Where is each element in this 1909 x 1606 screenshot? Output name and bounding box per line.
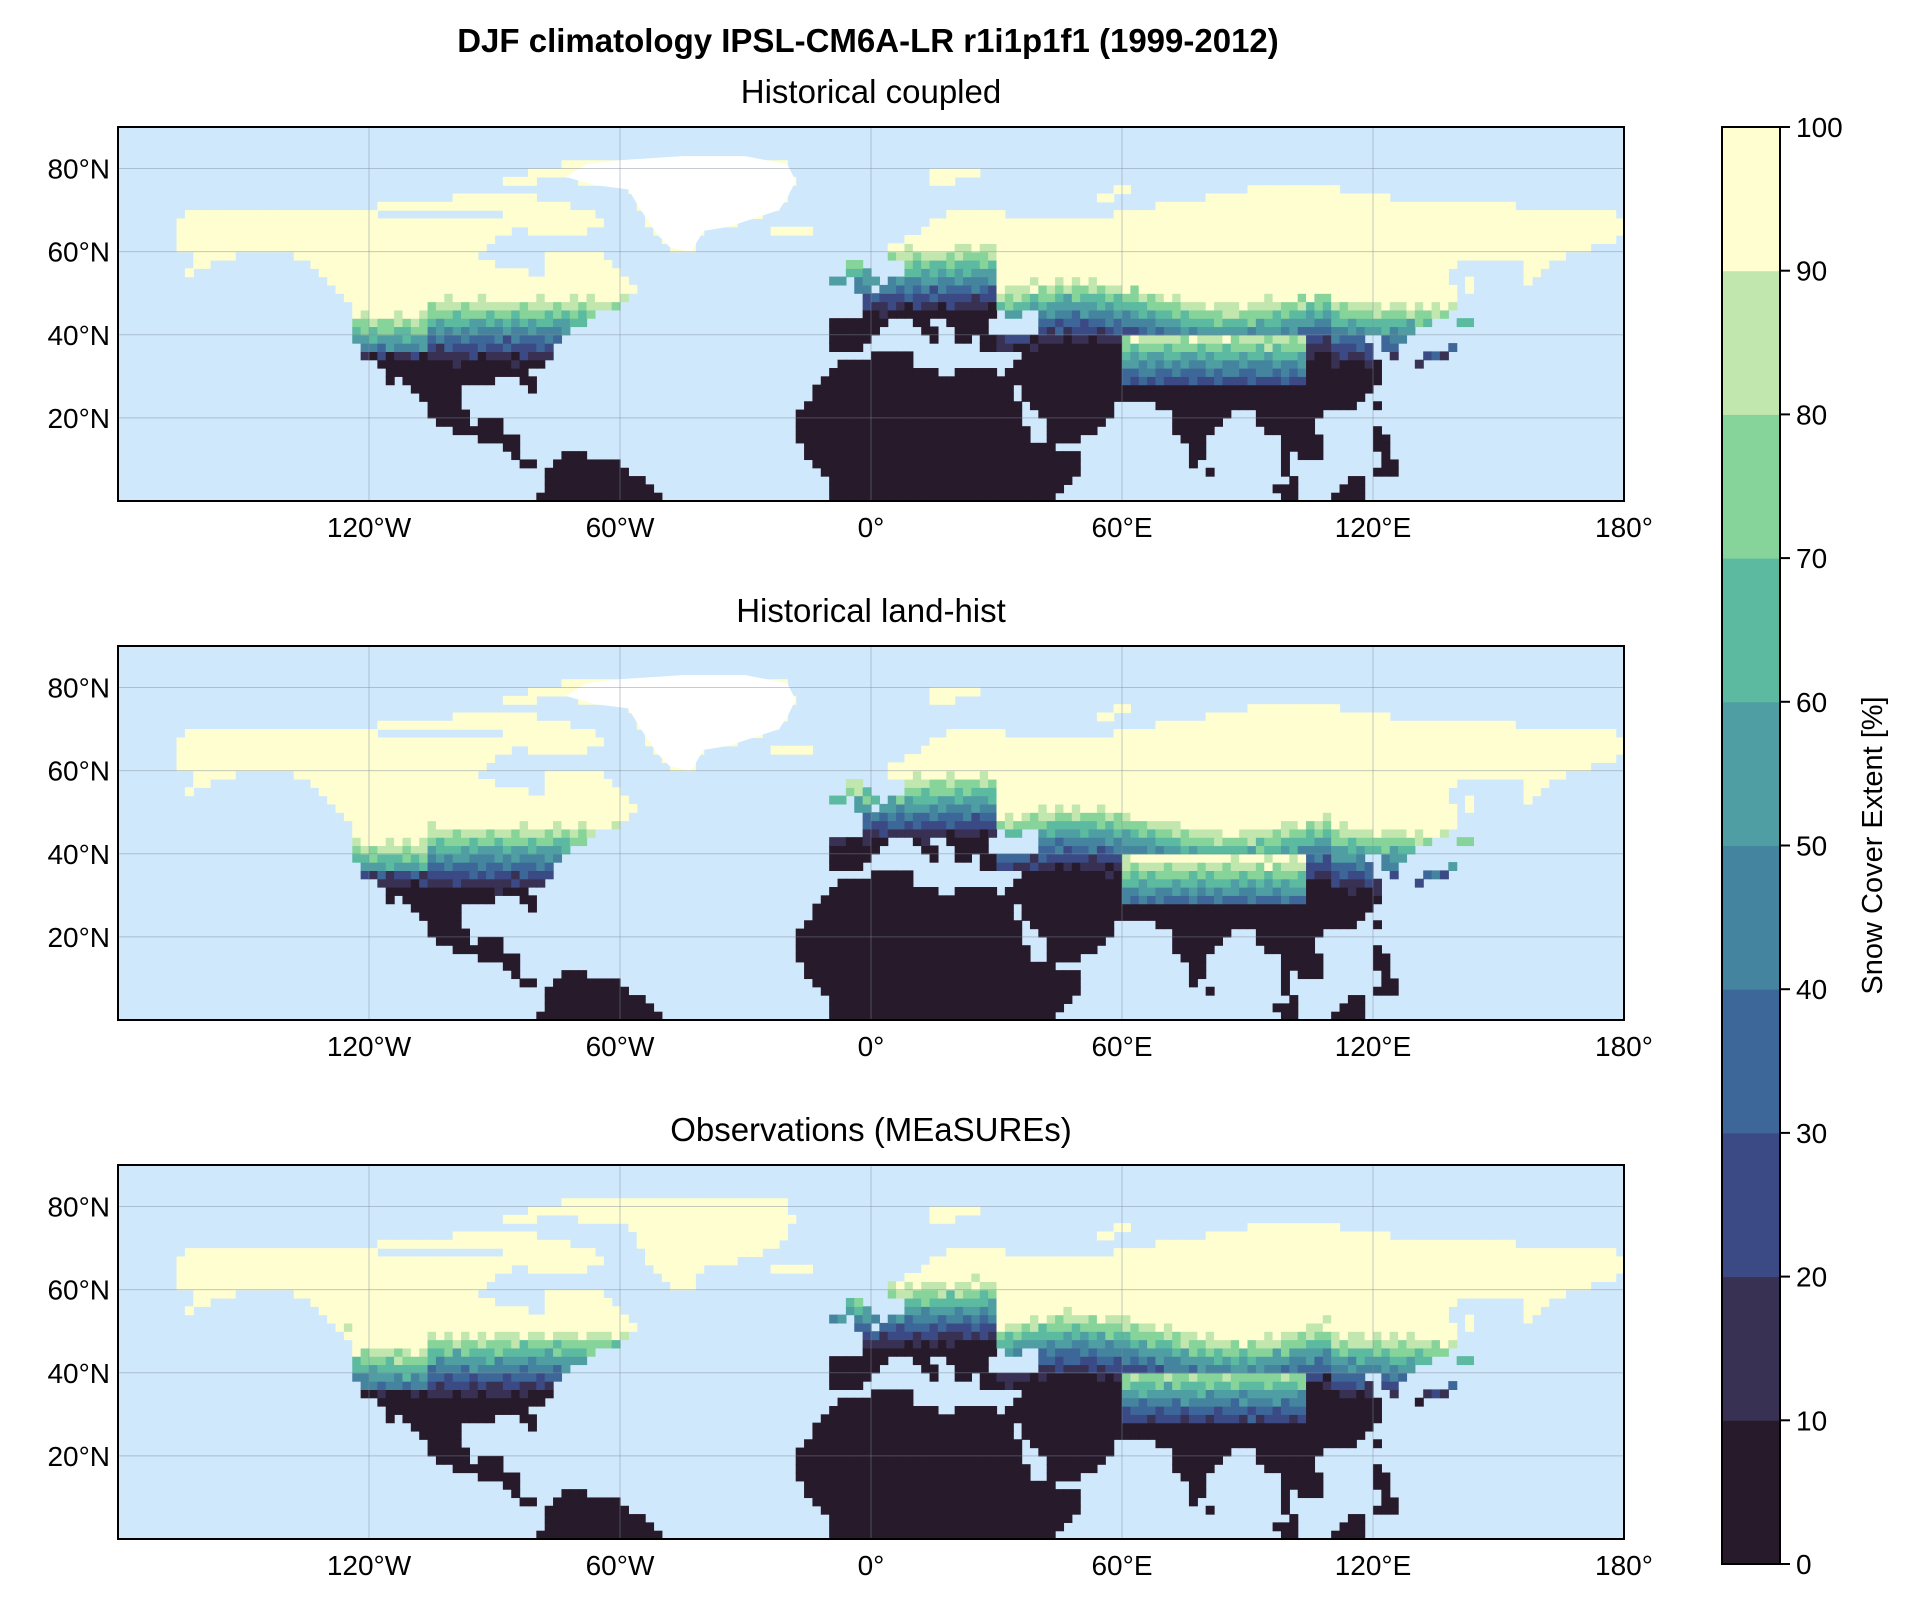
lon-tick-label: 120°E xyxy=(1335,512,1412,543)
colorbar-segment xyxy=(1722,1132,1780,1278)
lon-tick-label: 120°W xyxy=(327,1031,412,1062)
map-panel-1: Historical coupled 120°W 60°W 0° 60°E 120°E 18… xyxy=(47,73,1653,543)
greenland-nodata xyxy=(565,675,796,771)
map-panel-3: Observations (MEaSUREs) 120°W 60°W 0° 60°E 12… xyxy=(47,1111,1653,1581)
gridlines xyxy=(118,1165,1624,1539)
lon-tick-label: 60°W xyxy=(586,1031,655,1062)
gridlines xyxy=(118,127,1624,501)
lat-tick-label: 60°N xyxy=(47,237,110,268)
colorbar-tick-label: 60 xyxy=(1796,687,1827,718)
lat-tick-label: 80°N xyxy=(47,1192,110,1223)
colorbar-label: Snow Cover Extent [%] xyxy=(1857,696,1889,994)
colorbar-tick-label: 40 xyxy=(1796,974,1827,1005)
colorbar-segment xyxy=(1722,989,1780,1134)
lon-tick-label: 0° xyxy=(858,1031,885,1062)
colorbar-segment xyxy=(1722,845,1780,990)
panel-title: Observations (MEaSUREs) xyxy=(670,1111,1072,1148)
lat-tick-label: 20°N xyxy=(47,403,110,434)
lon-tick-label: 120°E xyxy=(1335,1550,1412,1581)
map-frame xyxy=(117,126,1625,502)
lon-tick-label: 60°W xyxy=(586,512,655,543)
colorbar: 0 10 20 30 40 50 60 70 80 90 100 Snow Cover Extent … xyxy=(1721,112,1889,1580)
panel-title: Historical coupled xyxy=(741,73,1001,110)
lon-tick-label: 0° xyxy=(858,1550,885,1581)
lat-tick-label: 20°N xyxy=(47,922,110,953)
colorbar-segment xyxy=(1722,1276,1780,1421)
lat-tick-label: 20°N xyxy=(47,1441,110,1472)
lon-tick-label: 180° xyxy=(1595,1031,1653,1062)
colorbar-tick-label: 90 xyxy=(1796,256,1827,287)
lon-tick-label: 180° xyxy=(1595,1550,1653,1581)
colorbar-segment xyxy=(1722,127,1780,272)
lon-tick-label: 60°E xyxy=(1091,1031,1152,1062)
lat-tick-label: 60°N xyxy=(47,1275,110,1306)
colorbar-segment xyxy=(1722,270,1780,415)
colorbar-tick-label: 70 xyxy=(1796,543,1827,574)
map-panel-2: Historical land-hist 120°W 60°W 0° 60°E 120°E… xyxy=(47,592,1653,1062)
lon-tick-label: 120°E xyxy=(1335,1031,1412,1062)
map-frame xyxy=(117,1164,1625,1540)
lon-tick-label: 180° xyxy=(1595,512,1653,543)
colorbar-tick-label: 30 xyxy=(1796,1118,1827,1149)
gridlines xyxy=(118,646,1624,1020)
colorbar-segment xyxy=(1722,701,1780,846)
snow-cover-field xyxy=(176,160,1624,501)
colorbar-tick-label: 20 xyxy=(1796,1262,1827,1293)
snow-cover-field xyxy=(176,679,1624,1020)
lat-tick-label: 60°N xyxy=(47,756,110,787)
lat-tick-label: 40°N xyxy=(47,1358,110,1389)
lat-tick-label: 80°N xyxy=(47,154,110,185)
colorbar-segment xyxy=(1722,1420,1780,1565)
lat-tick-label: 40°N xyxy=(47,839,110,870)
greenland-nodata xyxy=(565,156,796,252)
figure-title: DJF climatology IPSL-CM6A-LR r1i1p1f1 (1… xyxy=(457,22,1279,59)
lon-tick-label: 120°W xyxy=(327,1550,412,1581)
colorbar-tick-label: 10 xyxy=(1796,1405,1827,1436)
colorbar-segment xyxy=(1722,558,1780,703)
lon-tick-label: 60°E xyxy=(1091,512,1152,543)
lon-tick-label: 60°W xyxy=(586,1550,655,1581)
snow-cover-field xyxy=(176,1198,1624,1539)
lon-tick-label: 120°W xyxy=(327,512,412,543)
panel-title: Historical land-hist xyxy=(736,592,1006,629)
colorbar-tick-label: 0 xyxy=(1796,1549,1812,1580)
colorbar-segment xyxy=(1722,414,1780,559)
map-frame xyxy=(117,645,1625,1021)
lon-tick-label: 60°E xyxy=(1091,1550,1152,1581)
colorbar-tick-label: 100 xyxy=(1796,112,1843,143)
lat-tick-label: 40°N xyxy=(47,320,110,351)
lon-tick-label: 0° xyxy=(858,512,885,543)
colorbar-tick-label: 80 xyxy=(1796,399,1827,430)
lat-tick-label: 80°N xyxy=(47,673,110,704)
colorbar-tick-label: 50 xyxy=(1796,831,1827,862)
